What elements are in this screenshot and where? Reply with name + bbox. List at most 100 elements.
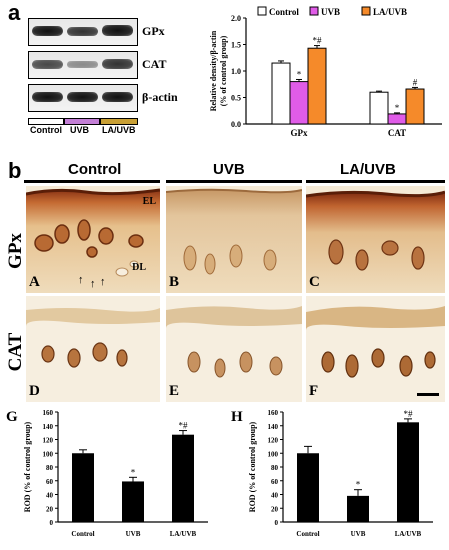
annotation-dl: DL — [132, 262, 146, 273]
chart-G-panel-label: G — [6, 409, 18, 425]
chart-H-ytick-label-7: 140 — [268, 423, 279, 431]
chart-G-bar-1 — [122, 481, 144, 522]
lane-bar-uvb — [64, 118, 100, 125]
chart-G-ytick-label-2: 40 — [46, 492, 54, 500]
chart-G-ytick-label-0: 0 — [50, 519, 54, 527]
chart-a-xtick-GPx: GPx — [291, 128, 308, 138]
arrow-icon-3: ↑ — [100, 276, 106, 288]
chart-H-panel-label: H — [231, 409, 243, 425]
chart-G-sig-1: * — [131, 467, 136, 477]
chart-H-bar-1 — [347, 495, 369, 522]
legend-label-1: UVB — [321, 7, 340, 17]
chart-H-bar-2 — [397, 422, 419, 522]
chart-a-bar-GPx-0 — [271, 62, 291, 125]
chart-G-ytick-label-4: 80 — [46, 464, 54, 472]
micrograph-label-a: A — [29, 274, 40, 290]
chart-a-ylabel-line2: (% of control group) — [219, 35, 228, 106]
header-line-uvb — [166, 180, 302, 183]
blot-label-cat: CAT — [142, 57, 167, 71]
blot-label-gpx: GPx — [142, 24, 165, 38]
chart-a-bar-CAT-2 — [405, 88, 425, 125]
chart-a-ytick-label-0: 0.0 — [231, 120, 241, 129]
chart-G-ytick-label-5: 100 — [43, 450, 54, 458]
row-label-gpx: GPx — [5, 233, 26, 269]
chart-a-ylabel-line1: Relative density/β-actin — [209, 30, 218, 111]
chart-H-sig-2: *# — [404, 409, 414, 419]
chart-h-cat-rod: H 0 20 40 60 80 100 120 140 160 ROD (% of control … — [231, 409, 433, 538]
micrograph-gpx-control: A EL DL ↑ ↑ ↑ — [26, 186, 160, 293]
chart-H-bar-0 — [297, 453, 319, 522]
chart-a-sig-GPx-2: *# — [313, 36, 323, 46]
chart-G-ytick-label-3: 60 — [46, 478, 54, 486]
chart-H-ytick-label-3: 60 — [271, 478, 279, 486]
legend-label-2: LA/UVB — [373, 7, 407, 17]
chart-H-ytick-label-6: 120 — [268, 437, 279, 445]
chart-G-ytick-label-6: 120 — [43, 437, 54, 445]
chart-a-bar-CAT-1 — [387, 113, 407, 125]
legend-swatch-1 — [309, 6, 319, 16]
chart-a-xtick-CAT: CAT — [388, 128, 406, 138]
micrograph-label-c: C — [309, 274, 320, 290]
chart-H-ytick-label-5: 100 — [268, 450, 279, 458]
blot-actin — [28, 84, 138, 112]
legend-swatch-2 — [361, 6, 371, 16]
micrograph-gpx-lauvb: C — [306, 186, 445, 293]
chart-G-xtick-0: Control — [71, 530, 94, 538]
chart-a-ytick-label-1: 0.5 — [231, 94, 241, 103]
chart-G-bar-0 — [72, 453, 94, 522]
chart-G-ytick-label-1: 20 — [46, 505, 54, 513]
micrograph-cat-lauvb: F — [306, 296, 445, 402]
chart-G-ytick-label-7: 140 — [43, 423, 54, 431]
micrograph-gpx-uvb: B — [166, 186, 302, 293]
chart-G-xtick-1: UVB — [126, 530, 141, 538]
column-header-uvb: UVB — [213, 161, 245, 178]
micrograph-cat-control: D — [26, 296, 160, 402]
micrograph-label-f: F — [309, 383, 319, 399]
chart-H-xtick-1: UVB — [351, 530, 366, 538]
chart-a-ytick-label-4: 2.0 — [231, 14, 241, 23]
chart-H-sig-1: * — [356, 480, 361, 490]
chart-a-bar-GPx-2 — [307, 47, 327, 125]
blot-label-actin: β-actin — [142, 90, 178, 104]
column-header-lauvb: LA/UVB — [340, 161, 396, 178]
lane-bar-lauvb — [100, 118, 138, 125]
chart-g-gpx-rod: G 0 20 40 60 80 100 120 140 160 ROD (% of control … — [6, 409, 208, 538]
legend-swatch-0 — [257, 6, 267, 16]
chart-a-sig-GPx-1: * — [297, 69, 302, 79]
chart-G-ytick-label-8: 160 — [43, 409, 54, 417]
chart-a-ytick-label-3: 1.5 — [231, 41, 241, 50]
chart-H-ylabel: ROD (% of control group) — [248, 421, 257, 512]
blot-gpx — [28, 18, 138, 46]
arrow-icon-1: ↑ — [78, 274, 84, 286]
chart-H-ytick-label-1: 20 — [271, 505, 279, 513]
chart-H-ytick-label-4: 80 — [271, 464, 279, 472]
row-label-cat: CAT — [5, 332, 26, 372]
chart-a-ylabel: Relative density/β-actin(% of control gr… — [209, 30, 228, 111]
lane-bar-control — [28, 118, 64, 125]
panel-b-letter: b — [8, 158, 22, 183]
chart-a-bar-CAT-0 — [369, 91, 389, 125]
chart-H-ytick-label-0: 0 — [275, 519, 279, 527]
header-line-lauvb — [306, 180, 445, 183]
chart-a-ytick-label-2: 1.0 — [231, 67, 241, 76]
lane-label-control: Control — [30, 125, 62, 135]
chart-a-bar-GPx-1 — [289, 81, 309, 125]
chart-G-xtick-2: LA/UVB — [170, 530, 197, 538]
lane-label-uvb: UVB — [70, 125, 90, 135]
chart-G-bar-2 — [172, 434, 194, 522]
chart-G-ylabel: ROD (% of control group) — [23, 421, 32, 512]
arrow-icon-2: ↑ — [90, 278, 96, 290]
chart-a-sig-CAT-2: # — [413, 77, 418, 87]
chart-H-xtick-0: Control — [296, 530, 319, 538]
blot-cat — [28, 51, 138, 79]
panel-a-letter: a — [8, 0, 21, 25]
header-line-control — [24, 180, 160, 183]
chart-G-sig-2: *# — [179, 421, 189, 431]
chart-H-xtick-2: LA/UVB — [395, 530, 422, 538]
micrograph-cat-uvb: E — [166, 296, 302, 402]
chart-H-ytick-label-2: 40 — [271, 492, 279, 500]
annotation-el: EL — [142, 196, 156, 207]
chart-a-densitometry: Control UVB LA/UVB0.00.51.01.52.0Relative … — [209, 6, 442, 138]
micrograph-label-e: E — [169, 383, 180, 399]
chart-a-sig-CAT-1: * — [395, 103, 400, 113]
